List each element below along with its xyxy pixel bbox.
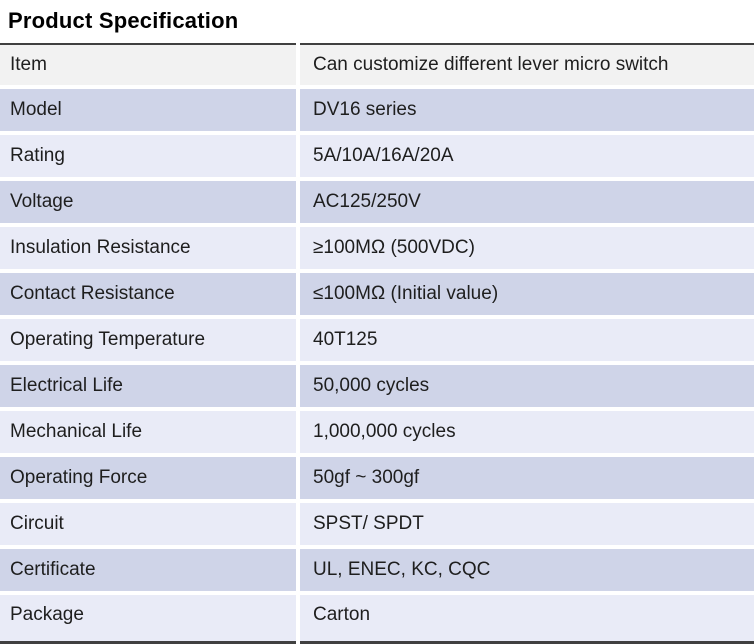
spec-label-cell: Electrical Life: [0, 365, 296, 407]
spec-label-cell: Mechanical Life: [0, 411, 296, 453]
spec-value-cell: 40T125: [300, 319, 754, 361]
spec-value-cell: 50,000 cycles: [300, 365, 754, 407]
spec-value-cell: SPST/ SPDT: [300, 503, 754, 545]
product-spec-table: Item Can customize different lever micro…: [0, 43, 754, 644]
spec-label-cell: Contact Resistance: [0, 273, 296, 315]
spec-label-cell: Model: [0, 89, 296, 131]
spec-label-cell: Package: [0, 595, 296, 644]
spec-label-cell: Rating: [0, 135, 296, 177]
spec-value-cell: DV16 series: [300, 89, 754, 131]
spec-value-cell: AC125/250V: [300, 181, 754, 223]
spec-label-cell: Certificate: [0, 549, 296, 591]
spec-value-cell: ≤100MΩ (Initial value): [300, 273, 754, 315]
spec-label-cell: Operating Temperature: [0, 319, 296, 361]
spec-value-cell: UL, ENEC, KC, CQC: [300, 549, 754, 591]
spec-label-cell: Circuit: [0, 503, 296, 545]
page-title: Product Specification: [8, 8, 239, 33]
spec-value-cell: 1,000,000 cycles: [300, 411, 754, 453]
spec-value-cell: Can customize different lever micro swit…: [300, 43, 754, 85]
spec-value-cell: Carton: [300, 595, 754, 644]
spec-label-cell: Item: [0, 43, 296, 85]
spec-value-cell: 50gf ~ 300gf: [300, 457, 754, 499]
spec-value-cell: 5A/10A/16A/20A: [300, 135, 754, 177]
spec-label-cell: Voltage: [0, 181, 296, 223]
spec-value-cell: ≥100MΩ (500VDC): [300, 227, 754, 269]
spec-label-cell: Insulation Resistance: [0, 227, 296, 269]
spec-label-cell: Operating Force: [0, 457, 296, 499]
